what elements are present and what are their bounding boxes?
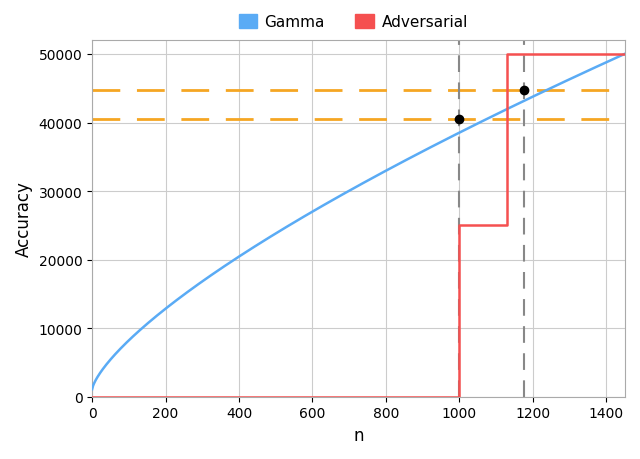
- Legend: Gamma, Adversarial: Gamma, Adversarial: [239, 15, 468, 30]
- Y-axis label: Accuracy: Accuracy: [15, 181, 33, 257]
- X-axis label: n: n: [353, 426, 364, 444]
